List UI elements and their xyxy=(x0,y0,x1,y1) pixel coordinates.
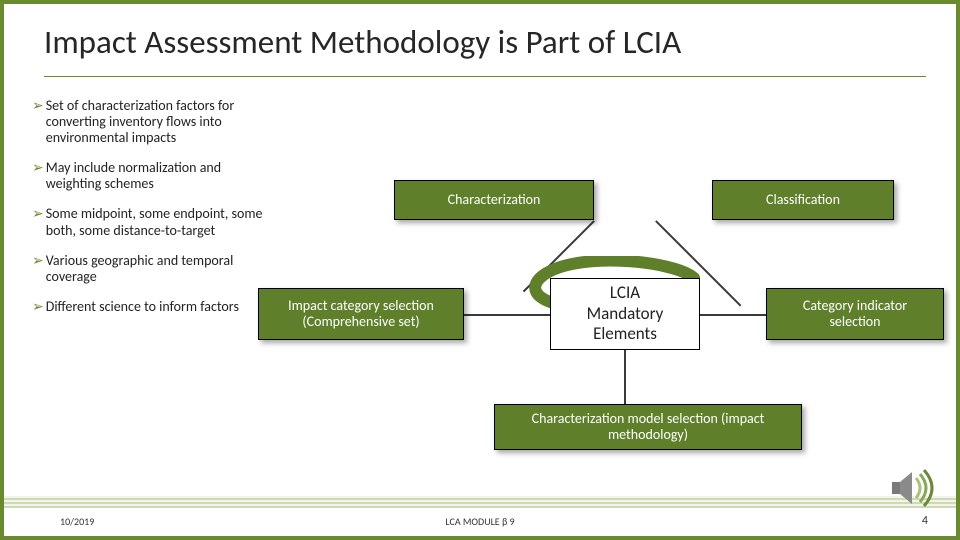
footer-page-number: 4 xyxy=(922,514,928,528)
node-characterization-model-selection: Characterization model selection (impact… xyxy=(494,404,802,450)
bullet-text: Different science to inform factors xyxy=(46,299,268,315)
bullet-marker-icon: ➢ xyxy=(32,160,44,192)
bullet-item: ➢ Set of characterization factors for co… xyxy=(32,98,268,146)
bullet-list: ➢ Set of characterization factors for co… xyxy=(32,98,268,329)
connector-line xyxy=(624,350,626,404)
footer-band xyxy=(4,496,956,508)
slide-title: Impact Assessment Methodology is Part of… xyxy=(44,22,681,62)
connector-line xyxy=(464,314,550,316)
bullet-text: Various geographic and temporal coverage xyxy=(46,253,268,285)
bullet-text: Set of characterization factors for conv… xyxy=(46,98,268,146)
node-classification: Classification xyxy=(712,180,894,220)
node-label: Impact category selection (Comprehensive… xyxy=(269,298,453,330)
bullet-item: ➢ Various geographic and temporal covera… xyxy=(32,253,268,285)
connector-line xyxy=(700,314,766,316)
node-lcia-center: LCIA Mandatory Elements xyxy=(550,278,700,350)
slide-frame: Impact Assessment Methodology is Part of… xyxy=(0,0,960,540)
bullet-item: ➢ Different science to inform factors xyxy=(32,299,268,315)
bullet-marker-icon: ➢ xyxy=(32,253,44,285)
node-characterization: Characterization xyxy=(394,180,594,220)
bullet-item: ➢ May include normalization and weightin… xyxy=(32,160,268,192)
node-label: Category indicator selection xyxy=(777,298,933,330)
node-impact-category-selection: Impact category selection (Comprehensive… xyxy=(258,288,464,340)
footer-module: LCA MODULE β 9 xyxy=(4,515,956,528)
title-underline xyxy=(44,76,926,77)
node-label: Characterization xyxy=(448,192,541,208)
node-label-line: Mandatory xyxy=(587,304,664,324)
bullet-text: May include normalization and weighting … xyxy=(46,160,268,192)
node-label: Classification xyxy=(766,192,840,208)
lcia-diagram: Characterization Classification Impact c… xyxy=(268,104,948,484)
bullet-item: ➢ Some midpoint, some endpoint, some bot… xyxy=(32,206,268,238)
bullet-marker-icon: ➢ xyxy=(32,299,44,315)
bullet-marker-icon: ➢ xyxy=(32,98,44,146)
speaker-icon xyxy=(890,468,936,508)
node-label: Characterization model selection (impact… xyxy=(505,411,791,443)
bullet-text: Some midpoint, some endpoint, some both,… xyxy=(46,206,268,238)
node-category-indicator-selection: Category indicator selection xyxy=(766,288,944,340)
bullet-marker-icon: ➢ xyxy=(32,206,44,238)
node-label-line: Elements xyxy=(593,324,657,344)
node-label-line: LCIA xyxy=(610,283,640,303)
